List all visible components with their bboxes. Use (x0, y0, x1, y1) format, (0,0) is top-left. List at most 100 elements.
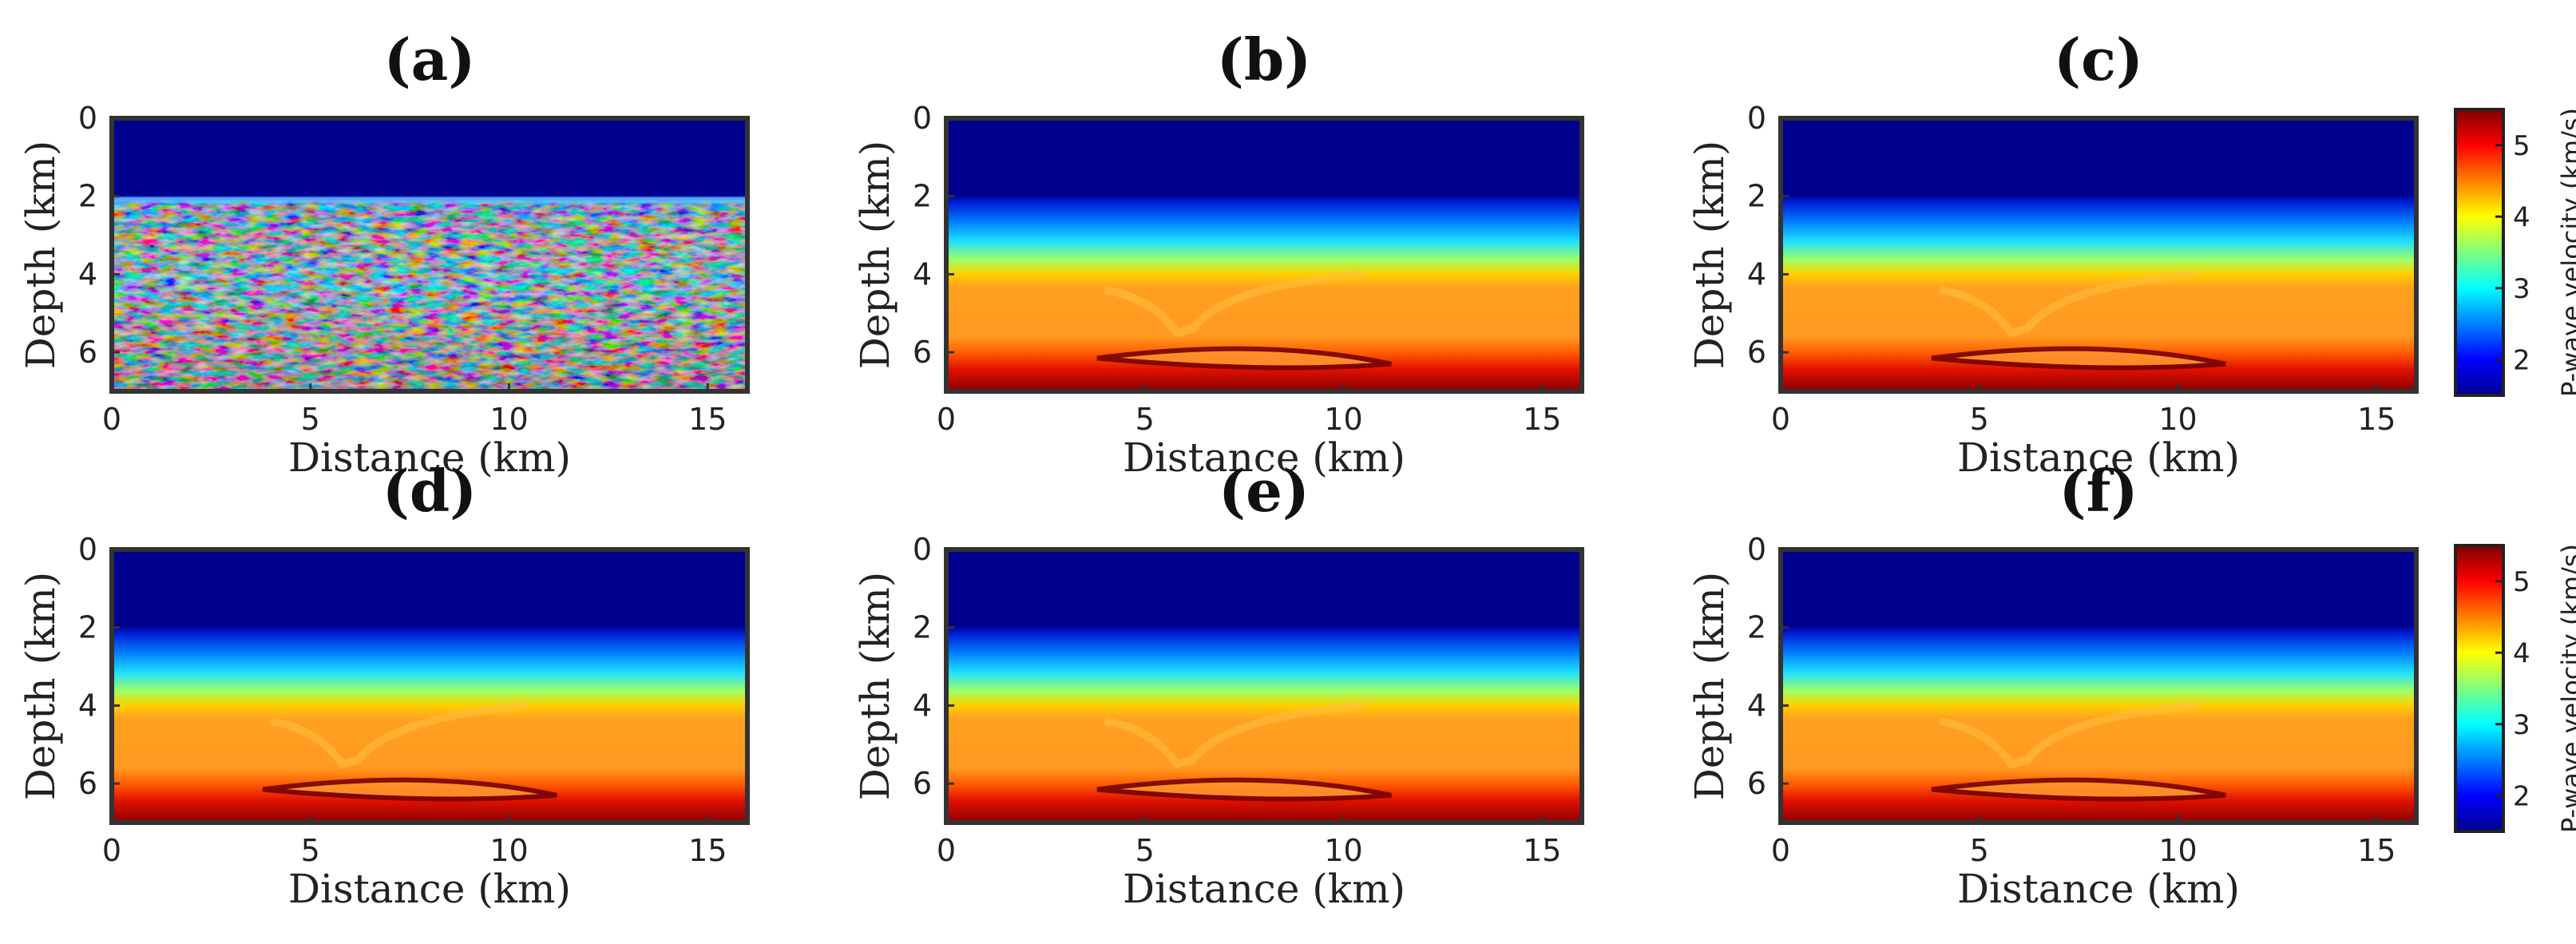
y-tick-label: 6 (78, 335, 97, 370)
y-tick-label: 0 (1747, 532, 1766, 567)
y-axis-label: Depth (km) (18, 141, 64, 370)
x-tick-label: 10 (1324, 402, 1362, 437)
velocity-field (1781, 549, 2416, 823)
colorbar-1: 2 3 4 5 P-wave velocity (km/s) (2454, 108, 2576, 397)
y-tick-label: 2 (78, 610, 97, 645)
colorbar-tick-label: 5 (2513, 566, 2530, 598)
x-tick-label: 0 (937, 833, 956, 868)
x-tick-label: 15 (2357, 833, 2396, 868)
colorbar-frame (2454, 544, 2505, 833)
x-tick-label: 15 (1523, 833, 1561, 868)
colorbar-tick-label: 4 (2513, 201, 2530, 233)
y-axis-label: Depth (km) (1686, 141, 1733, 370)
y-tick-label: 2 (78, 179, 97, 214)
panel-title-f: (f) (2059, 457, 2138, 525)
velocity-field (1781, 118, 2416, 391)
x-axis-label: Distance (km) (1957, 866, 2240, 912)
panel-e: (e) 0 5 10 15 0 2 4 6 Distance (km) Depth (km) (852, 457, 1584, 912)
y-tick-label: 6 (78, 766, 97, 801)
colorbar-gradient (2455, 545, 2503, 831)
x-tick-label: 15 (1523, 402, 1561, 437)
velocity-field (112, 549, 747, 823)
x-tick-label: 5 (1970, 402, 1989, 437)
velocity-field (946, 118, 1582, 391)
y-tick-label: 6 (913, 766, 932, 801)
axes-frame (109, 547, 750, 825)
y-tick-label: 4 (78, 688, 97, 723)
colorbar-label: P-wave velocity (km/s) (2556, 108, 2576, 397)
colorbar-tick-label: 5 (2513, 130, 2530, 162)
y-tick-label: 4 (78, 256, 97, 292)
y-axis-label: Depth (km) (852, 572, 898, 801)
x-tick-label: 10 (1324, 833, 1362, 868)
x-axis-label: Distance (km) (1123, 434, 1405, 481)
y-tick-label: 2 (913, 179, 932, 214)
x-tick-label: 5 (1970, 833, 1989, 868)
x-tick-label: 5 (1135, 402, 1155, 437)
axes-frame (944, 116, 1584, 394)
x-axis-label: Distance (km) (1957, 434, 2240, 481)
colorbar-tick-label: 4 (2513, 637, 2530, 669)
x-tick-label: 0 (1771, 833, 1790, 868)
y-tick-label: 6 (1747, 766, 1766, 801)
x-axis-label: Distance (km) (288, 434, 571, 481)
y-axis-label: Depth (km) (18, 572, 64, 801)
water-bottom (112, 196, 747, 204)
x-tick-label: 0 (102, 402, 121, 437)
axes-frame (1778, 547, 2419, 825)
y-tick-label: 4 (913, 688, 932, 723)
x-tick-label: 15 (2357, 402, 2396, 437)
colorbar-gradient (2455, 109, 2503, 395)
panel-d: (d) 0 5 10 15 0 2 4 6 Distance (km) Depth (km) (18, 457, 750, 912)
panel-title-d: (d) (382, 457, 477, 525)
panel-c: (c) 0 5 10 15 0 2 4 6 Distance (km) Depth (km) (1686, 26, 2419, 481)
y-tick-label: 0 (913, 532, 932, 567)
axes-frame (109, 116, 750, 394)
noisy-texture (112, 200, 747, 391)
panel-title-a: (a) (384, 26, 476, 93)
deep-reflector (1931, 777, 2226, 802)
x-tick-label: 15 (688, 402, 727, 437)
y-tick-label: 6 (913, 335, 932, 370)
y-tick-label: 4 (913, 256, 932, 292)
x-tick-label: 10 (489, 402, 528, 437)
y-axis-label: Depth (km) (852, 141, 898, 370)
y-tick-label: 4 (1747, 256, 1766, 292)
x-tick-label: 5 (301, 402, 320, 437)
y-tick-label: 0 (78, 101, 97, 136)
deep-reflector (1096, 346, 1392, 371)
y-axis-label: Depth (km) (1686, 572, 1733, 801)
colorbar-tick-label: 2 (2513, 344, 2530, 376)
y-tick-label: 2 (1747, 179, 1766, 214)
x-tick-label: 0 (1771, 402, 1790, 437)
salt-feature (1104, 270, 1364, 338)
axes-frame (1778, 116, 2419, 394)
colorbar-2: 2 3 4 5 P-wave velocity (km/s) (2454, 544, 2576, 833)
x-tick-label: 15 (688, 833, 727, 868)
salt-feature (1939, 701, 2198, 769)
x-tick-label: 0 (937, 402, 956, 437)
x-tick-label: 5 (301, 833, 320, 868)
velocity-field (946, 549, 1582, 823)
y-tick-label: 6 (1747, 335, 1766, 370)
y-tick-label: 0 (913, 101, 932, 136)
x-tick-label: 10 (489, 833, 528, 868)
x-tick-label: 10 (2158, 402, 2197, 437)
x-axis-label: Distance (km) (1123, 866, 1405, 912)
panel-a: (a) 0 5 10 15 0 2 4 6 Distance (km) Depth (km) (18, 26, 750, 481)
y-tick-label: 4 (1747, 688, 1766, 723)
colorbar-label: P-wave velocity (km/s) (2556, 544, 2576, 833)
deep-reflector (262, 777, 557, 802)
salt-feature (1104, 701, 1364, 769)
x-tick-label: 10 (2158, 833, 2197, 868)
panel-title-e: (e) (1219, 457, 1310, 525)
panel-b: (b) 0 5 10 15 0 2 4 6 Distance (km) Depth (km) (852, 26, 1584, 481)
colorbar-tick-label: 3 (2513, 273, 2530, 305)
axes-frame (944, 547, 1584, 825)
salt-feature (1939, 270, 2198, 338)
y-tick-label: 2 (1747, 610, 1766, 645)
colorbar-frame (2454, 108, 2505, 397)
x-tick-label: 5 (1135, 833, 1155, 868)
y-tick-label: 0 (1747, 101, 1766, 136)
